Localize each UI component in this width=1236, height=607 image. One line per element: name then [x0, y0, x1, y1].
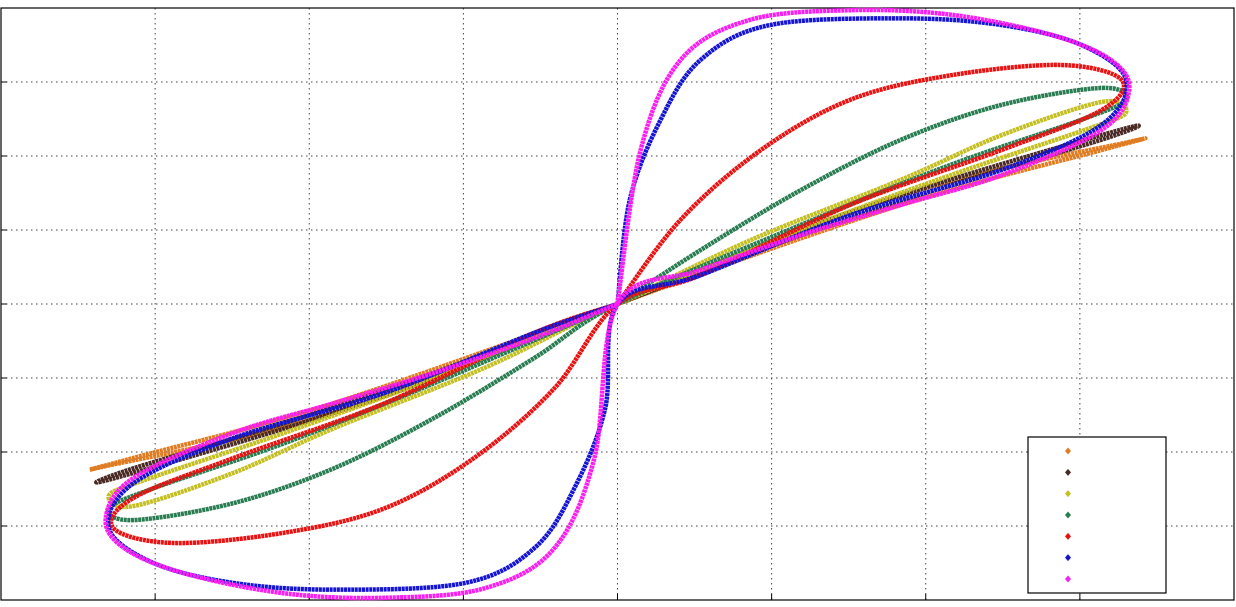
legend	[1027, 436, 1167, 594]
legend-marker	[1065, 447, 1071, 455]
series-line	[103, 7, 1132, 601]
plot-frame	[0, 7, 1235, 601]
legend-marker	[1065, 490, 1071, 498]
legend-marker	[1065, 511, 1071, 519]
legend-marker	[1065, 468, 1071, 476]
legend-marker	[1065, 575, 1071, 583]
legend-box	[1027, 436, 1167, 594]
legend-marker	[1065, 532, 1071, 540]
legend-marker	[1065, 554, 1071, 562]
